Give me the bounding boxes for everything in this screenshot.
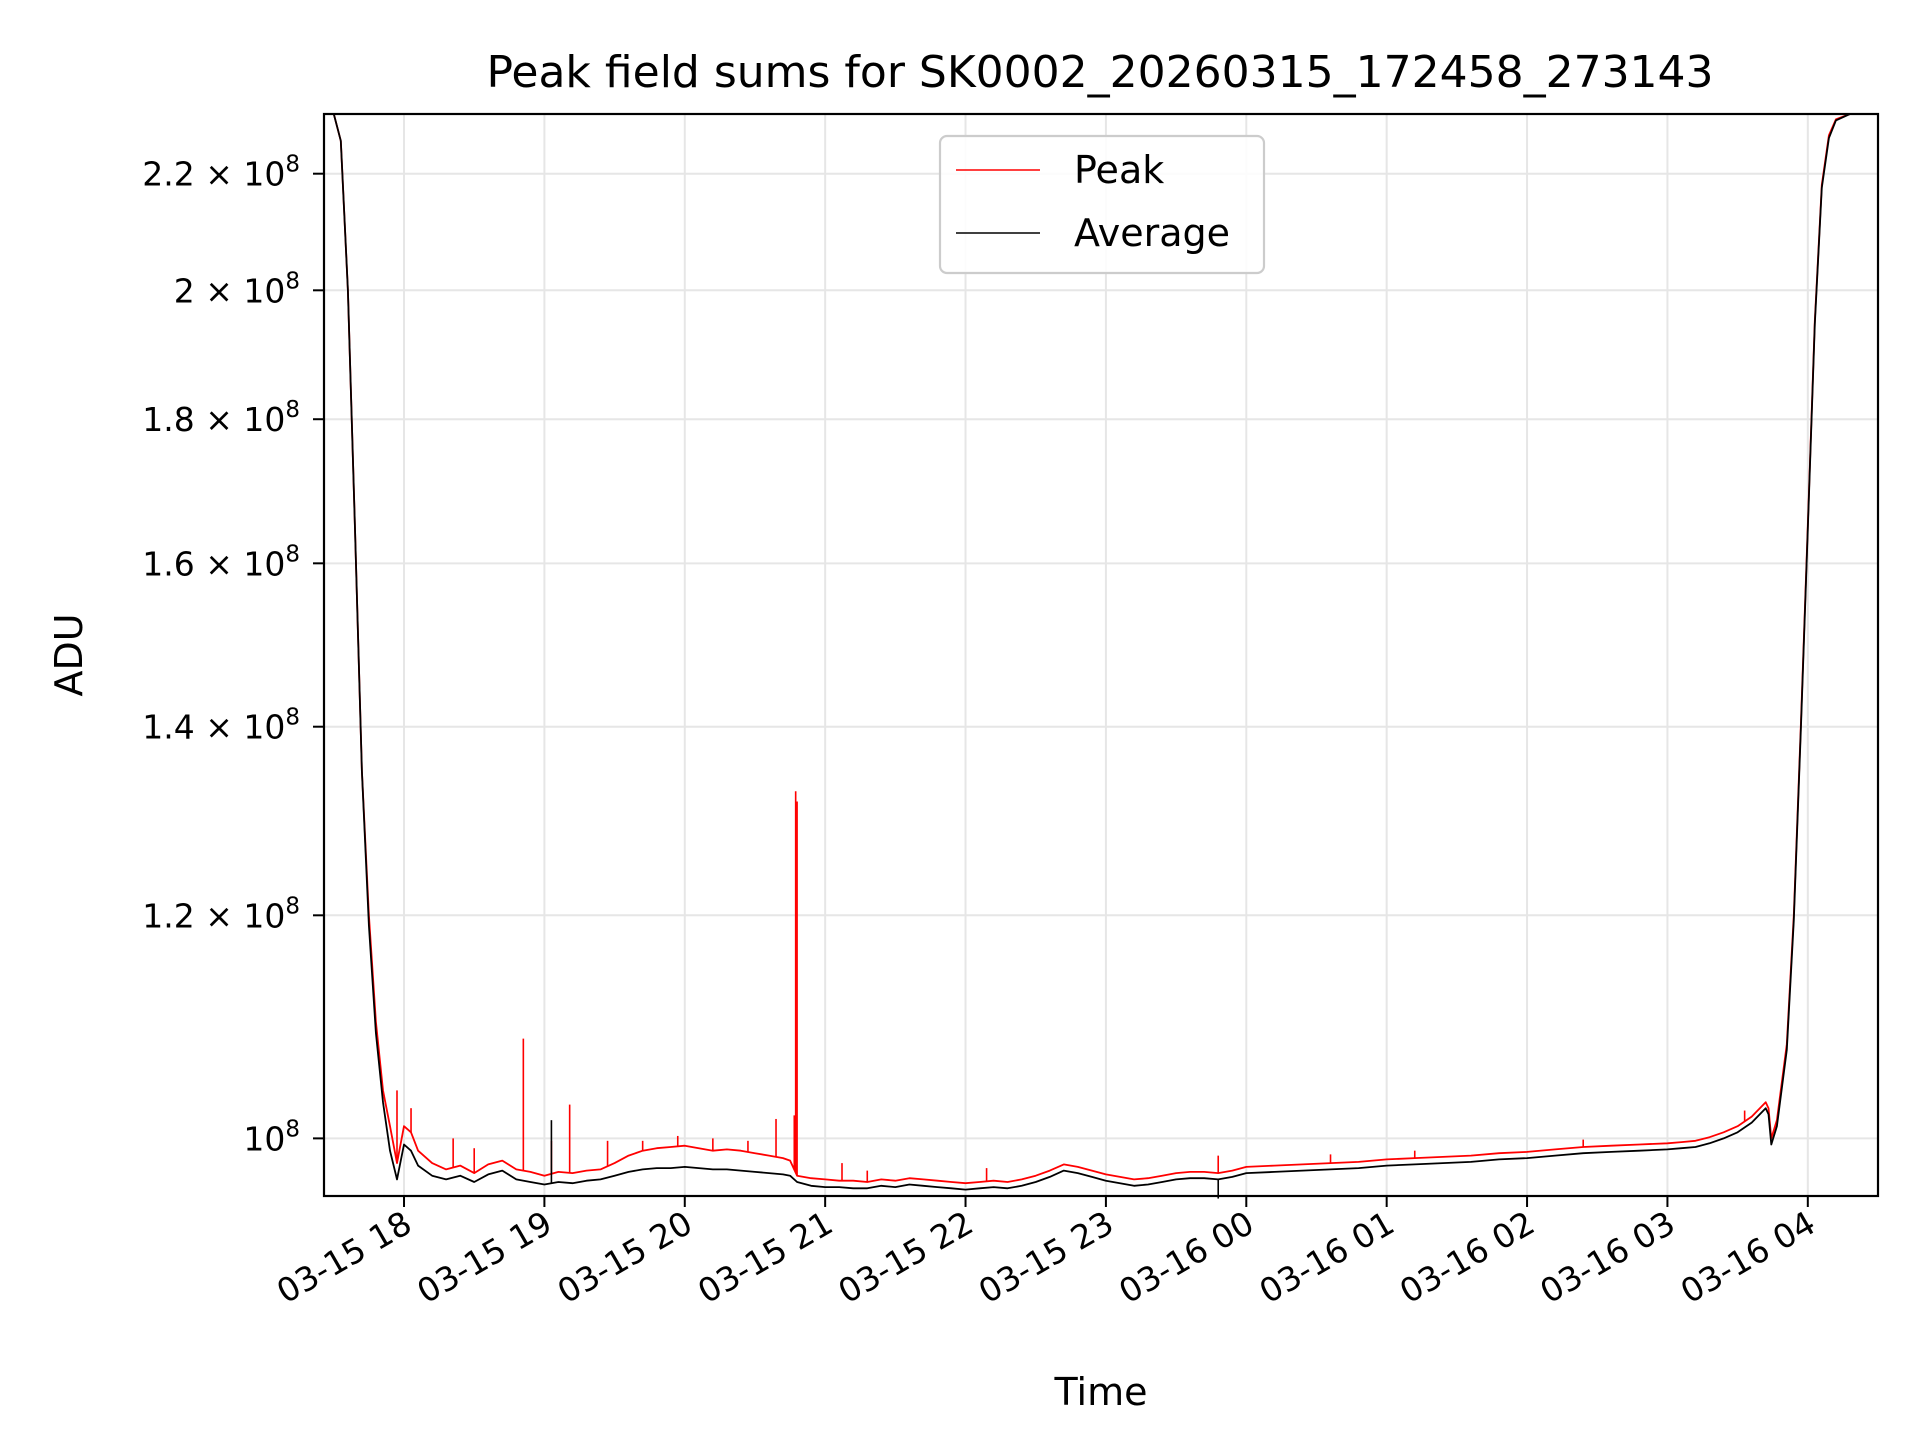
chart-title: Peak field sums for SK0002_20260315_1724… <box>486 47 1713 98</box>
x-axis-label: Time <box>1054 1370 1148 1414</box>
legend: Peak Average <box>938 134 1266 275</box>
y-axis-ticks: 2.2 × 108 2 × 108 1.8 × 108 1.6 × 108 1.4 × … <box>142 152 324 1158</box>
y-tick-label: 1.2 × 108 <box>142 893 300 935</box>
y-tick-label: 1.8 × 108 <box>142 397 300 439</box>
y-tick-label: 108 <box>243 1116 300 1158</box>
plot-frame <box>322 112 1880 1198</box>
y-tick-label: 2.2 × 108 <box>142 152 300 194</box>
legend-average-label: Average <box>1074 211 1230 255</box>
y-tick-label: 2 × 108 <box>174 268 300 310</box>
peak-series-line <box>324 113 1878 1185</box>
y-tick-label: 1.4 × 108 <box>142 705 300 747</box>
grid-lines <box>324 114 1878 1196</box>
series-layer <box>324 113 1878 1199</box>
legend-peak-label: Peak <box>1074 148 1164 192</box>
y-axis-label: ADU <box>47 613 91 696</box>
average-series-line <box>324 113 1878 1191</box>
y-tick-label: 1.6 × 108 <box>142 541 300 583</box>
